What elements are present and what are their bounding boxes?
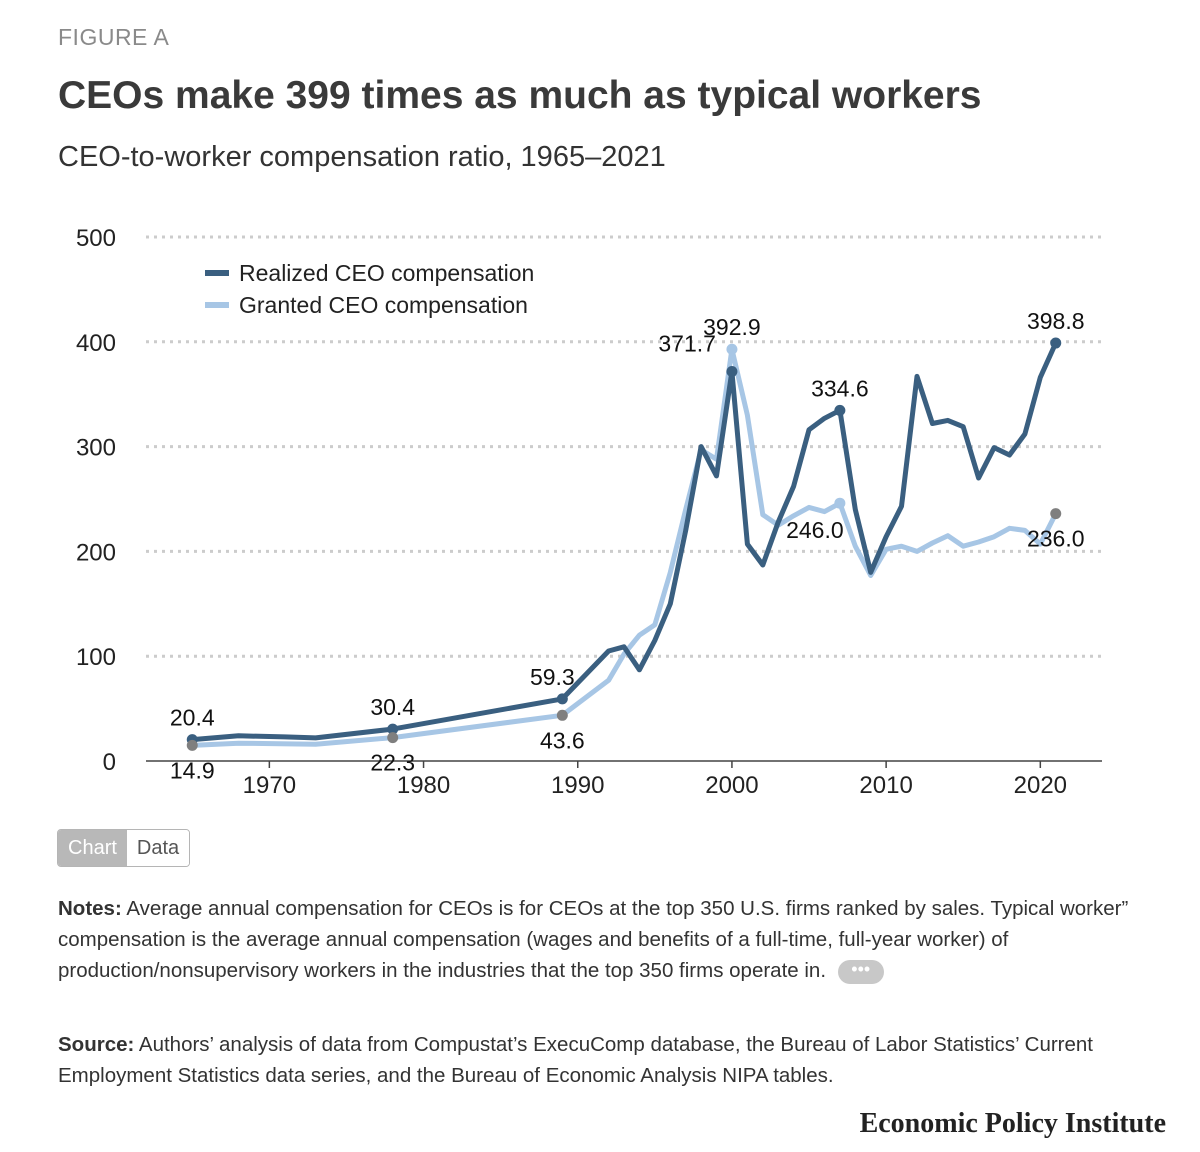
- data-label: 392.9: [703, 314, 761, 340]
- x-tick-label: 2010: [859, 772, 912, 799]
- data-label: 398.8: [1027, 308, 1085, 334]
- granted-series-line: [189, 346, 1059, 748]
- y-tick-label: 500: [76, 225, 116, 252]
- realized-series-line: [189, 340, 1059, 743]
- data-point-marker: [387, 732, 399, 744]
- figure-label: FIGURE A: [58, 24, 170, 50]
- data-point-marker: [1050, 337, 1062, 349]
- data-label: 43.6: [540, 727, 585, 753]
- data-label: 334.6: [811, 375, 869, 401]
- chart-title: CEOs make 399 times as much as typical w…: [58, 74, 982, 117]
- y-tick-label: 200: [76, 539, 116, 566]
- y-tick-label: 400: [76, 330, 116, 357]
- data-label: 236.0: [1027, 526, 1085, 552]
- source-text: Authors’ analysis of data from Compustat…: [58, 1033, 1094, 1087]
- notes-text: Average annual compensation for CEOs is …: [58, 897, 1129, 982]
- data-label: 22.3: [370, 750, 415, 776]
- data-label: 59.3: [530, 664, 575, 690]
- data-view-button[interactable]: Data: [126, 830, 190, 866]
- legend-label: Granted CEO compensation: [239, 292, 528, 318]
- data-point-marker: [556, 709, 568, 721]
- data-label: 371.7: [658, 330, 716, 356]
- data-label: 14.9: [170, 757, 215, 783]
- data-point-marker: [834, 497, 846, 509]
- data-label: 20.4: [170, 705, 215, 731]
- data-point-marker: [387, 723, 399, 735]
- y-tick-label: 0: [103, 749, 116, 776]
- chart-data-toggle: Chart Data: [57, 829, 191, 867]
- chart-view-button[interactable]: Chart: [58, 830, 127, 866]
- data-point-marker: [1050, 508, 1062, 520]
- data-point-marker: [726, 343, 738, 355]
- expand-notes-button[interactable]: •••: [837, 959, 884, 984]
- legend-label: Realized CEO compensation: [239, 260, 534, 286]
- x-tick-label: 2000: [705, 772, 758, 799]
- source: Source: Authors’ analysis of data from C…: [58, 1029, 1148, 1091]
- data-point-marker: [726, 365, 738, 377]
- x-tick-label: 1970: [243, 772, 296, 799]
- x-tick-label: 1980: [397, 772, 450, 799]
- y-tick-label: 100: [76, 644, 116, 671]
- x-tick-label: 1990: [551, 772, 604, 799]
- notes: Notes: Average annual compensation for C…: [58, 893, 1148, 986]
- line-chart: 0 100 200 300 400 500 1970 1980 1990 2000 2010 2020…: [76, 225, 1102, 799]
- data-label: 30.4: [370, 694, 415, 720]
- y-tick-label: 300: [76, 435, 116, 462]
- notes-label: Notes:: [58, 897, 122, 920]
- data-label: 246.0: [786, 517, 844, 543]
- brand-logo-text: Economic Policy Institute: [859, 1108, 1166, 1139]
- x-tick-label: 2020: [1014, 772, 1067, 799]
- data-point-marker: [834, 404, 846, 416]
- chart-subtitle: CEO-to-worker compensation ratio, 1965–2…: [58, 141, 666, 173]
- data-point-marker: [556, 693, 568, 705]
- source-label: Source:: [58, 1033, 135, 1056]
- data-point-marker: [186, 739, 198, 751]
